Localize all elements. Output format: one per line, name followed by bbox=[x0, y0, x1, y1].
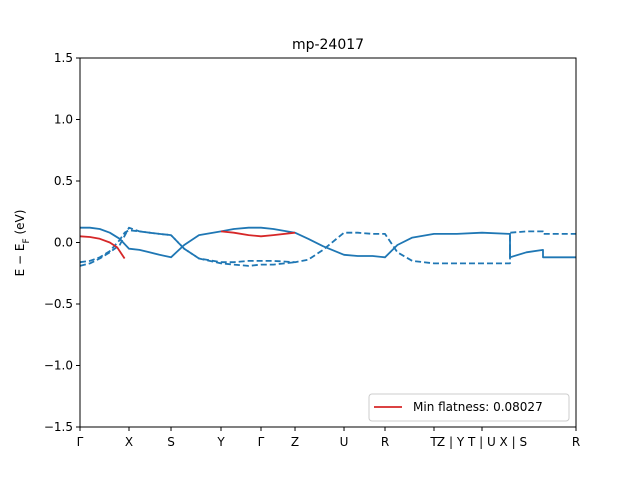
x-tick-label: T bbox=[429, 435, 438, 449]
y-axis-ticks: −1.5 −1.0 −0.5 0.0 0.5 1.0 1.5 bbox=[44, 51, 80, 434]
x-tick-label: Z bbox=[291, 435, 299, 449]
band-line-0 bbox=[80, 226, 576, 259]
y-axis-label: E − EF (eV) bbox=[13, 210, 32, 277]
y-tick-label: −1.0 bbox=[44, 359, 73, 373]
y-tick-label: −1.5 bbox=[44, 420, 73, 434]
flat-band-line-4 bbox=[220, 230, 296, 238]
x-tick-label: Γ bbox=[77, 435, 84, 449]
band-line-1 bbox=[79, 229, 576, 265]
x-tick-label: U bbox=[340, 435, 349, 449]
y-tick-label: −0.5 bbox=[44, 297, 73, 311]
y-tick-label: 1.0 bbox=[54, 113, 73, 127]
plot-frame bbox=[79, 57, 577, 428]
x-tick-label: X bbox=[125, 435, 133, 449]
chart-title: mp-24017 bbox=[292, 37, 364, 53]
x-tick-label: R bbox=[381, 435, 389, 449]
y-tick-label: 0.5 bbox=[54, 174, 73, 188]
plot-area bbox=[79, 226, 576, 267]
y-tick-label: 1.5 bbox=[54, 51, 73, 65]
flat-band-line-3 bbox=[79, 235, 126, 259]
band-line-2 bbox=[79, 226, 296, 267]
legend-box bbox=[368, 393, 570, 422]
x-tick-label: Γ bbox=[258, 435, 265, 449]
legend-entry-label: Min flatness: 0.08027 bbox=[413, 400, 543, 414]
x-tick-label: R bbox=[572, 435, 580, 449]
x-tick-label: Z | Y T | U X | S bbox=[437, 435, 527, 449]
legend: Min flatness: 0.08027 bbox=[368, 393, 570, 422]
x-tick-label: Y bbox=[216, 435, 225, 449]
y-tick-label: 0.0 bbox=[54, 236, 73, 250]
x-tick-label: S bbox=[167, 435, 175, 449]
